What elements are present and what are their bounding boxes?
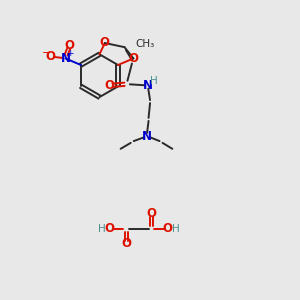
Text: O: O (128, 52, 139, 65)
Text: H: H (150, 76, 158, 86)
Text: N: N (142, 130, 152, 143)
Text: H: H (98, 224, 106, 234)
Text: O: O (46, 50, 56, 64)
Text: N: N (61, 52, 70, 65)
Text: O: O (146, 207, 157, 220)
Text: O: O (121, 237, 131, 250)
Text: N: N (143, 79, 153, 92)
Text: CH₃: CH₃ (135, 39, 154, 49)
Text: +: + (66, 50, 74, 58)
Text: −: − (41, 47, 51, 58)
Text: O: O (105, 222, 115, 235)
Text: O: O (100, 37, 110, 50)
Text: O: O (64, 39, 74, 52)
Text: H: H (172, 224, 179, 234)
Text: O: O (105, 79, 115, 92)
Text: O: O (163, 222, 173, 235)
